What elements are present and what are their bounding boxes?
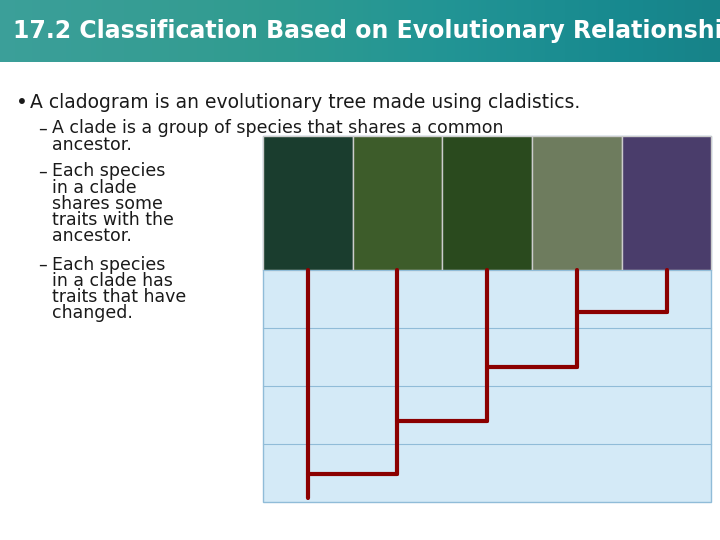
Bar bbox=[263, 136, 711, 502]
Text: Each species: Each species bbox=[52, 163, 166, 180]
Text: changed.: changed. bbox=[52, 305, 133, 322]
Text: traits that have: traits that have bbox=[52, 288, 186, 306]
Bar bbox=[532, 136, 621, 270]
Bar bbox=[442, 136, 532, 270]
Bar bbox=[353, 136, 442, 270]
Text: Each species: Each species bbox=[52, 255, 166, 274]
Text: ancestor.: ancestor. bbox=[52, 227, 132, 246]
Text: –: – bbox=[38, 119, 47, 138]
Text: A clade is a group of species that shares a common: A clade is a group of species that share… bbox=[52, 119, 503, 138]
Text: •: • bbox=[16, 93, 28, 112]
Text: in a clade has: in a clade has bbox=[52, 272, 173, 290]
Text: ancestor.: ancestor. bbox=[52, 136, 132, 154]
Text: A cladogram is an evolutionary tree made using cladistics.: A cladogram is an evolutionary tree made… bbox=[30, 93, 580, 112]
Text: shares some: shares some bbox=[52, 195, 163, 213]
Text: in a clade: in a clade bbox=[52, 179, 137, 197]
Text: traits with the: traits with the bbox=[52, 211, 174, 229]
Text: –: – bbox=[38, 255, 47, 274]
Bar bbox=[263, 136, 353, 270]
Text: –: – bbox=[38, 163, 47, 180]
Text: 17.2 Classification Based on Evolutionary Relationships: 17.2 Classification Based on Evolutionar… bbox=[13, 19, 720, 43]
Bar bbox=[621, 136, 711, 270]
